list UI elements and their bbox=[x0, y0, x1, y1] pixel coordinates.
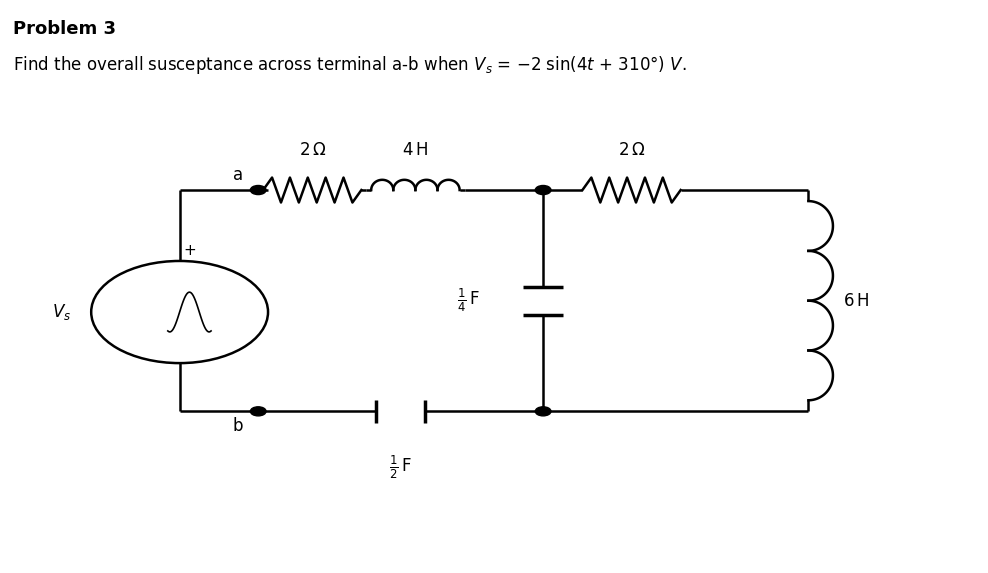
Text: a: a bbox=[233, 166, 243, 185]
Text: $4\,\mathrm{H}$: $4\,\mathrm{H}$ bbox=[402, 141, 429, 159]
Text: $2\,\Omega$: $2\,\Omega$ bbox=[618, 141, 645, 159]
Text: b: b bbox=[233, 417, 243, 435]
Circle shape bbox=[250, 407, 266, 416]
Circle shape bbox=[250, 186, 266, 195]
Text: Find the overall susceptance across terminal a-b when $\mathit{V_s}$ = $-$2 sin(: Find the overall susceptance across term… bbox=[13, 54, 687, 76]
Circle shape bbox=[535, 407, 551, 416]
Text: Problem 3: Problem 3 bbox=[13, 20, 116, 38]
Text: $6\,\mathrm{H}$: $6\,\mathrm{H}$ bbox=[843, 292, 868, 309]
Text: $\frac{1}{4}\,\mathrm{F}$: $\frac{1}{4}\,\mathrm{F}$ bbox=[456, 287, 479, 315]
Text: +: + bbox=[183, 243, 196, 258]
Circle shape bbox=[535, 186, 551, 195]
Text: $\frac{1}{2}\,\mathrm{F}$: $\frac{1}{2}\,\mathrm{F}$ bbox=[389, 454, 412, 481]
Text: $2\,\Omega$: $2\,\Omega$ bbox=[298, 141, 326, 159]
Text: $V_s$: $V_s$ bbox=[52, 302, 71, 322]
